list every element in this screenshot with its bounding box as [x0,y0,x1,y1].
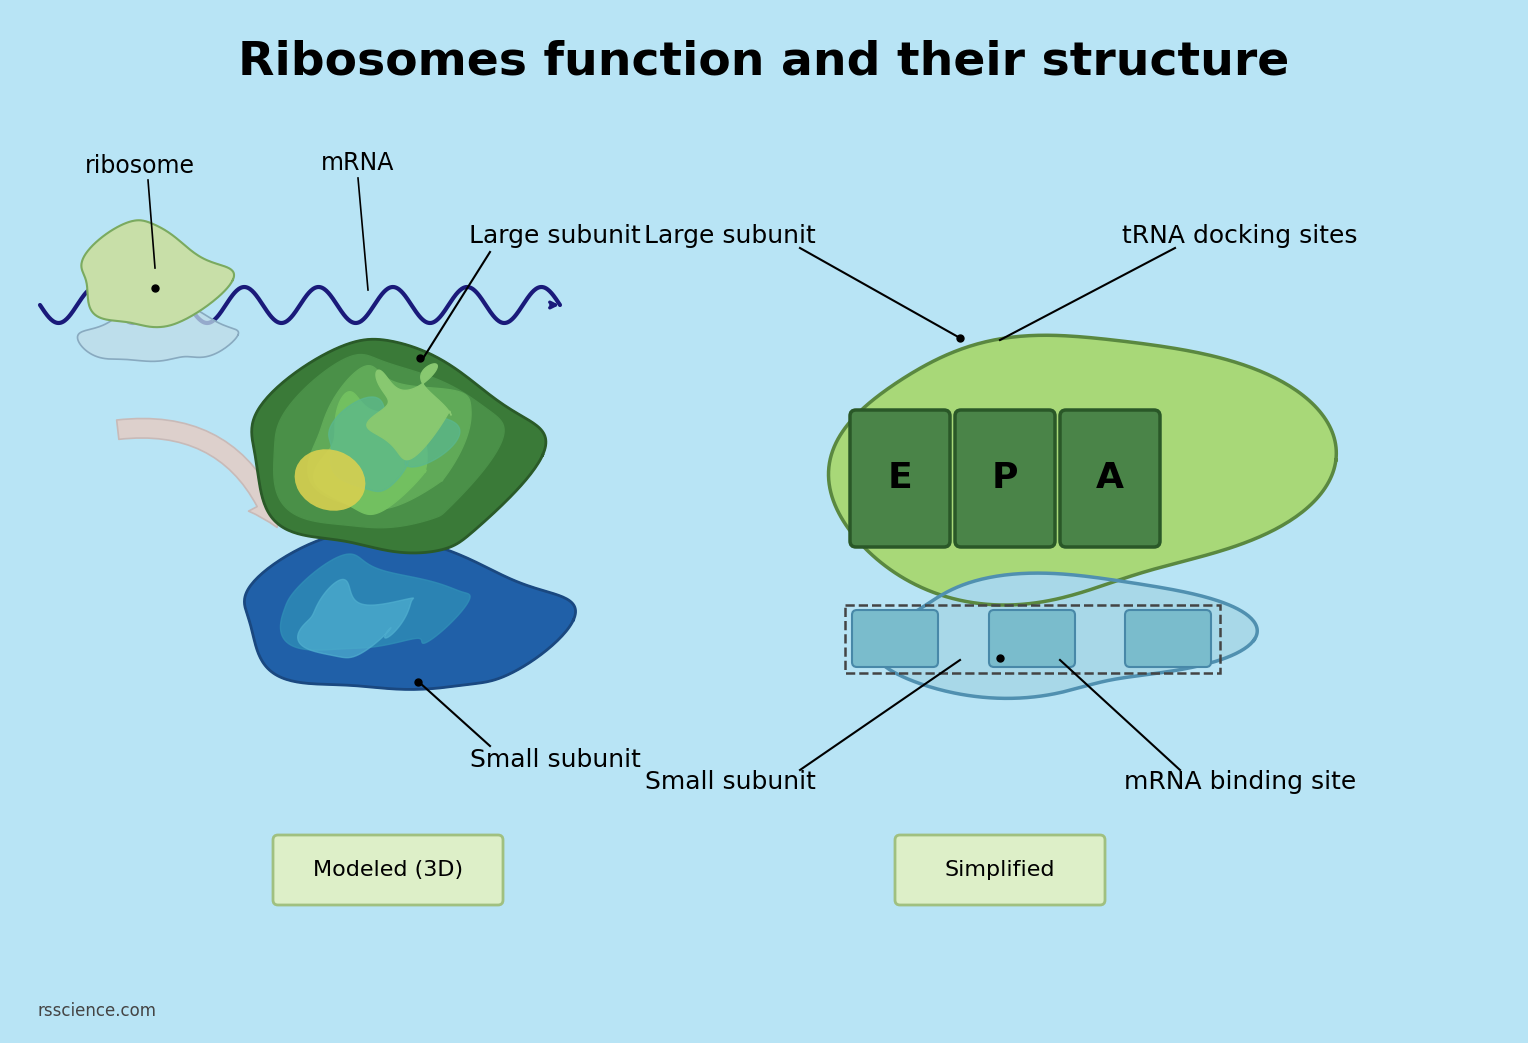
Text: mRNA binding site: mRNA binding site [1125,770,1357,794]
Text: A: A [1096,461,1125,495]
FancyBboxPatch shape [989,610,1076,668]
FancyBboxPatch shape [1125,610,1212,668]
Ellipse shape [295,450,365,511]
Text: tRNA docking sites: tRNA docking sites [1122,224,1358,248]
Polygon shape [244,531,576,689]
FancyArrowPatch shape [116,418,283,528]
FancyBboxPatch shape [895,835,1105,905]
Text: Large subunit: Large subunit [645,224,816,248]
Polygon shape [78,300,238,361]
Text: Small subunit: Small subunit [645,770,816,794]
Polygon shape [274,355,504,528]
Text: Small subunit: Small subunit [469,748,640,772]
FancyBboxPatch shape [850,410,950,547]
Text: E: E [888,461,912,495]
FancyBboxPatch shape [853,610,938,668]
Bar [845,605,1219,673]
Polygon shape [329,397,460,491]
Polygon shape [874,573,1258,699]
Polygon shape [313,392,429,514]
Text: Ribosomes function and their structure: Ribosomes function and their structure [238,40,1290,84]
Text: rsscience.com: rsscience.com [38,1002,157,1020]
Polygon shape [298,580,414,658]
Text: ribosome: ribosome [86,154,196,178]
Polygon shape [828,335,1337,605]
Text: Modeled (3D): Modeled (3D) [313,860,463,880]
Polygon shape [367,364,451,460]
FancyBboxPatch shape [1060,410,1160,547]
Text: mRNA: mRNA [321,151,394,175]
Polygon shape [307,366,471,509]
Polygon shape [81,220,234,328]
FancyBboxPatch shape [955,410,1054,547]
FancyBboxPatch shape [274,835,503,905]
Text: Large subunit: Large subunit [469,224,640,248]
Text: P: P [992,461,1018,495]
Polygon shape [252,339,545,553]
Polygon shape [281,554,471,650]
Text: Simplified: Simplified [944,860,1056,880]
